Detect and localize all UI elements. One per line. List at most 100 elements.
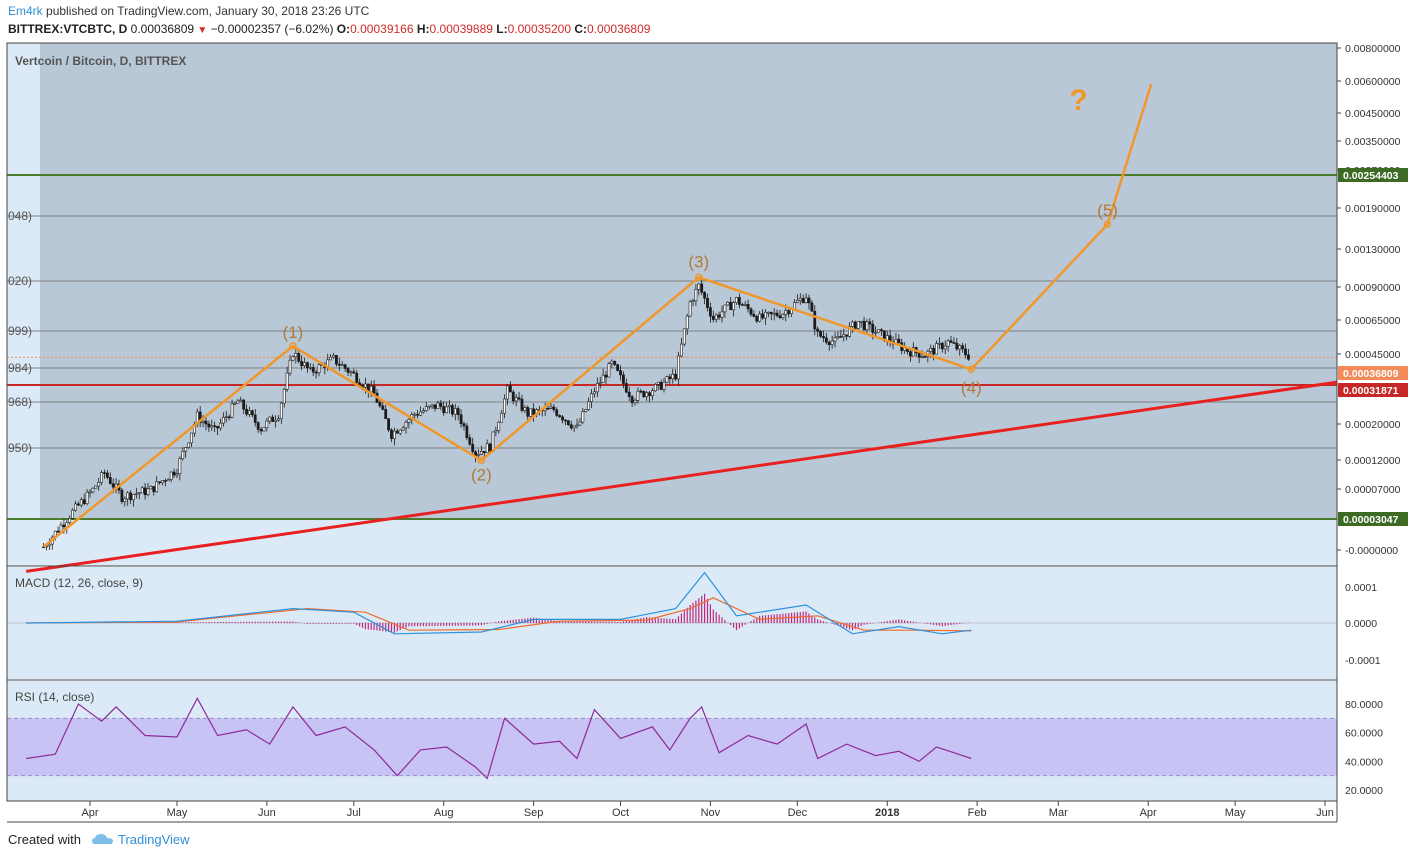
candle-body: [558, 415, 562, 418]
candle-body: [929, 348, 933, 352]
price-tag-label: 0.00254403: [1343, 170, 1399, 182]
wave-label: (3): [688, 252, 709, 271]
candle-body: [332, 355, 335, 358]
candle-body: [903, 347, 907, 351]
candle-body: [662, 381, 666, 390]
candle-body: [648, 392, 651, 397]
candle-body: [219, 422, 222, 429]
candle-body: [393, 430, 396, 439]
candle-body: [485, 443, 489, 454]
candle-body: [491, 431, 495, 452]
candle-body: [952, 342, 956, 344]
candle-body: [958, 345, 962, 350]
candle-body: [526, 407, 530, 417]
candle-body: [497, 421, 501, 431]
candle-body: [700, 283, 704, 293]
candle-body: [824, 337, 828, 343]
candle-body: [784, 310, 788, 315]
question-mark-label: ?: [1069, 84, 1087, 117]
candle-body: [726, 301, 730, 306]
candle-body: [137, 492, 141, 495]
candle-body: [610, 360, 614, 364]
candle-body: [68, 518, 72, 523]
candle-body: [390, 429, 393, 439]
price-tick-label: 0.00350000: [1345, 136, 1401, 148]
candle-body: [158, 481, 161, 484]
candle-body: [587, 401, 591, 410]
candle-body: [259, 429, 263, 432]
candle-body: [163, 480, 167, 482]
candle-body: [859, 320, 863, 323]
candle-body: [175, 473, 179, 476]
candle-body: [201, 420, 205, 423]
candle-body: [752, 314, 756, 317]
time-tick-label: Apr: [1140, 807, 1157, 819]
candle-body: [230, 403, 234, 418]
macd-pane-title: MACD (12, 26, close, 9): [15, 576, 143, 590]
wave-point-marker: [289, 342, 297, 350]
low-label: L:: [496, 22, 508, 36]
candle-body: [943, 345, 947, 350]
rsi-pane-title: RSI (14, close): [15, 690, 94, 704]
candle-body: [303, 362, 306, 367]
candle-body: [517, 397, 521, 400]
candle-body: [740, 304, 744, 306]
wave-point-marker: [1103, 220, 1112, 228]
candle-body: [711, 315, 715, 320]
price-tick-label: -0.0000000: [1345, 545, 1398, 557]
price-tag: [1338, 383, 1408, 397]
candle-body: [920, 356, 924, 358]
candle-body: [346, 368, 350, 373]
time-tick-label: May: [1225, 807, 1246, 819]
candle-body: [732, 302, 735, 311]
candle-body: [161, 480, 164, 484]
price-tick-label: 0.00065000: [1345, 315, 1401, 327]
candle-body: [74, 503, 77, 511]
created-with-text: Created with: [8, 832, 81, 847]
candle-body: [619, 370, 622, 376]
fib-level-label: 984): [8, 361, 32, 375]
candle-body: [184, 447, 188, 452]
candle-body: [265, 420, 269, 429]
author-link[interactable]: Em4rk: [8, 4, 43, 18]
fib-level-label: 950): [8, 441, 32, 455]
price-tick-label: 0.00007000: [1345, 484, 1401, 496]
price-tick-label: 0.00600000: [1345, 76, 1401, 88]
candle-body: [213, 425, 217, 428]
candle-body: [291, 356, 295, 361]
candle-body: [48, 543, 51, 547]
candle-body: [123, 498, 127, 502]
candle-body: [479, 451, 483, 455]
candle-body: [798, 298, 802, 301]
candle-body: [465, 425, 469, 438]
candle-body: [746, 303, 750, 310]
price-tick-label: 0.00090000: [1345, 282, 1401, 294]
candle-body: [946, 340, 950, 347]
candle-body: [207, 423, 211, 428]
candle-body: [387, 418, 391, 431]
candle-body: [827, 341, 831, 345]
fib-level-label: 968): [8, 395, 32, 409]
high-value: 0.00039889: [429, 22, 493, 36]
candle-body: [764, 311, 767, 319]
candle-body: [682, 328, 686, 345]
candle-body: [488, 443, 492, 452]
tradingview-link[interactable]: TradingView: [118, 832, 190, 847]
candle-body: [955, 342, 959, 350]
candle-body: [274, 419, 277, 422]
candle-body: [642, 391, 646, 398]
candle-body: [793, 302, 796, 310]
candle-body: [271, 416, 275, 422]
candle-body: [134, 493, 138, 495]
candle-body: [598, 382, 602, 384]
time-tick-label: Jun: [258, 807, 276, 819]
candle-body: [227, 416, 231, 419]
candle-body: [453, 408, 457, 415]
candle-body: [433, 404, 437, 409]
candle-body: [314, 371, 318, 374]
candle-body: [500, 412, 504, 423]
candle-body: [71, 509, 75, 519]
candle-body: [120, 489, 124, 502]
candle-body: [772, 312, 776, 315]
